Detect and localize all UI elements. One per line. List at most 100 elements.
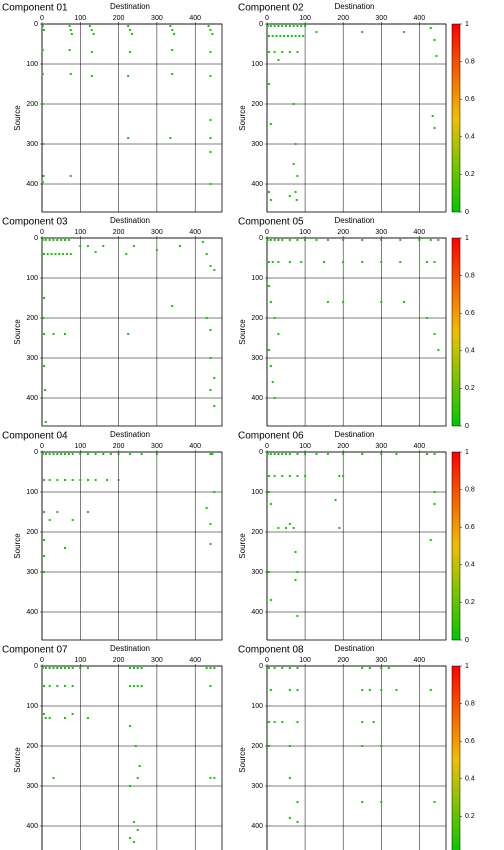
x-axis-label: Destination	[110, 2, 150, 11]
cell	[136, 685, 139, 687]
y-tick-label: 400	[251, 609, 263, 616]
cell	[56, 685, 59, 687]
cell	[286, 35, 289, 37]
cell	[69, 73, 72, 75]
cell	[296, 51, 299, 53]
cell	[205, 507, 208, 509]
cell	[269, 453, 272, 455]
cell	[296, 615, 299, 617]
colorbar-tick-label: 0.4	[465, 134, 475, 141]
cell	[102, 453, 105, 455]
x-axis-label: Destination	[334, 2, 374, 11]
cell	[207, 25, 210, 27]
cell	[213, 777, 216, 779]
y-tick-label: 0	[259, 663, 263, 670]
cell	[42, 175, 45, 177]
x-tick-label: 200	[113, 443, 125, 450]
cell	[52, 453, 55, 455]
cell	[213, 491, 216, 493]
cell	[266, 239, 269, 241]
cell	[304, 475, 307, 477]
cell	[399, 261, 402, 263]
x-tick-label: 200	[337, 15, 349, 22]
cell	[279, 35, 282, 37]
cell	[79, 453, 82, 455]
cell	[288, 523, 291, 525]
cell	[65, 253, 68, 255]
y-tick-label: 200	[26, 529, 38, 536]
y-tick-label: 400	[251, 395, 263, 402]
cell	[129, 453, 132, 455]
cell	[71, 453, 74, 455]
cell	[201, 241, 204, 243]
cell	[58, 253, 61, 255]
cell	[67, 239, 70, 241]
panel-title: Component 02	[238, 3, 304, 14]
cell	[134, 745, 137, 747]
cell	[63, 479, 66, 481]
x-tick-label: 300	[375, 15, 387, 22]
cell	[429, 689, 432, 691]
cell	[48, 479, 51, 481]
cell	[209, 523, 212, 525]
cell	[209, 543, 212, 545]
cell	[173, 33, 176, 35]
cell	[209, 357, 212, 359]
cell	[277, 453, 280, 455]
cell	[292, 25, 295, 27]
y-tick-label: 0	[259, 235, 263, 242]
cell	[127, 333, 130, 335]
colorbar	[451, 23, 461, 213]
y-tick-label: 200	[26, 101, 38, 108]
colorbar-tick-label: 0.4	[465, 776, 475, 783]
cell	[129, 667, 132, 669]
cell	[209, 151, 212, 153]
x-tick-label: 400	[413, 15, 425, 22]
cell	[63, 333, 66, 335]
cell	[361, 667, 364, 669]
cell	[213, 667, 216, 669]
colorbar-tick-label: 0.8	[465, 486, 475, 493]
cell	[372, 721, 375, 723]
cell	[304, 25, 307, 27]
x-tick-label: 400	[413, 443, 425, 450]
cell	[269, 365, 272, 367]
cell	[267, 667, 270, 669]
cell	[292, 527, 295, 529]
cell	[267, 571, 270, 573]
y-tick-label: 300	[26, 783, 38, 790]
y-axis-label: Source	[238, 319, 247, 345]
cell	[380, 453, 383, 455]
cell	[267, 475, 270, 477]
colorbar-tick-label: 0	[465, 423, 469, 430]
cell	[266, 25, 269, 27]
x-tick-label: 100	[74, 15, 86, 22]
cell	[52, 667, 55, 669]
cell	[342, 475, 345, 477]
y-tick-label: 400	[26, 609, 38, 616]
cell	[71, 685, 74, 687]
cell	[281, 453, 284, 455]
cell	[92, 33, 95, 35]
cell	[433, 127, 436, 129]
cell	[69, 253, 72, 255]
y-tick-label: 0	[259, 21, 263, 28]
cell	[136, 667, 139, 669]
x-tick-label: 100	[299, 657, 311, 664]
cell	[44, 717, 47, 719]
colorbar	[451, 237, 461, 427]
cell	[395, 689, 398, 691]
cell	[42, 333, 45, 335]
cell	[277, 527, 280, 529]
cell	[171, 49, 174, 51]
cell	[403, 31, 406, 33]
cell	[380, 261, 383, 263]
x-tick-label: 200	[113, 657, 125, 664]
plot-frame	[41, 237, 223, 427]
cell	[380, 301, 383, 303]
cell	[90, 75, 93, 77]
x-tick-label: 0	[265, 443, 269, 450]
cell	[69, 175, 72, 177]
cell	[288, 817, 291, 819]
